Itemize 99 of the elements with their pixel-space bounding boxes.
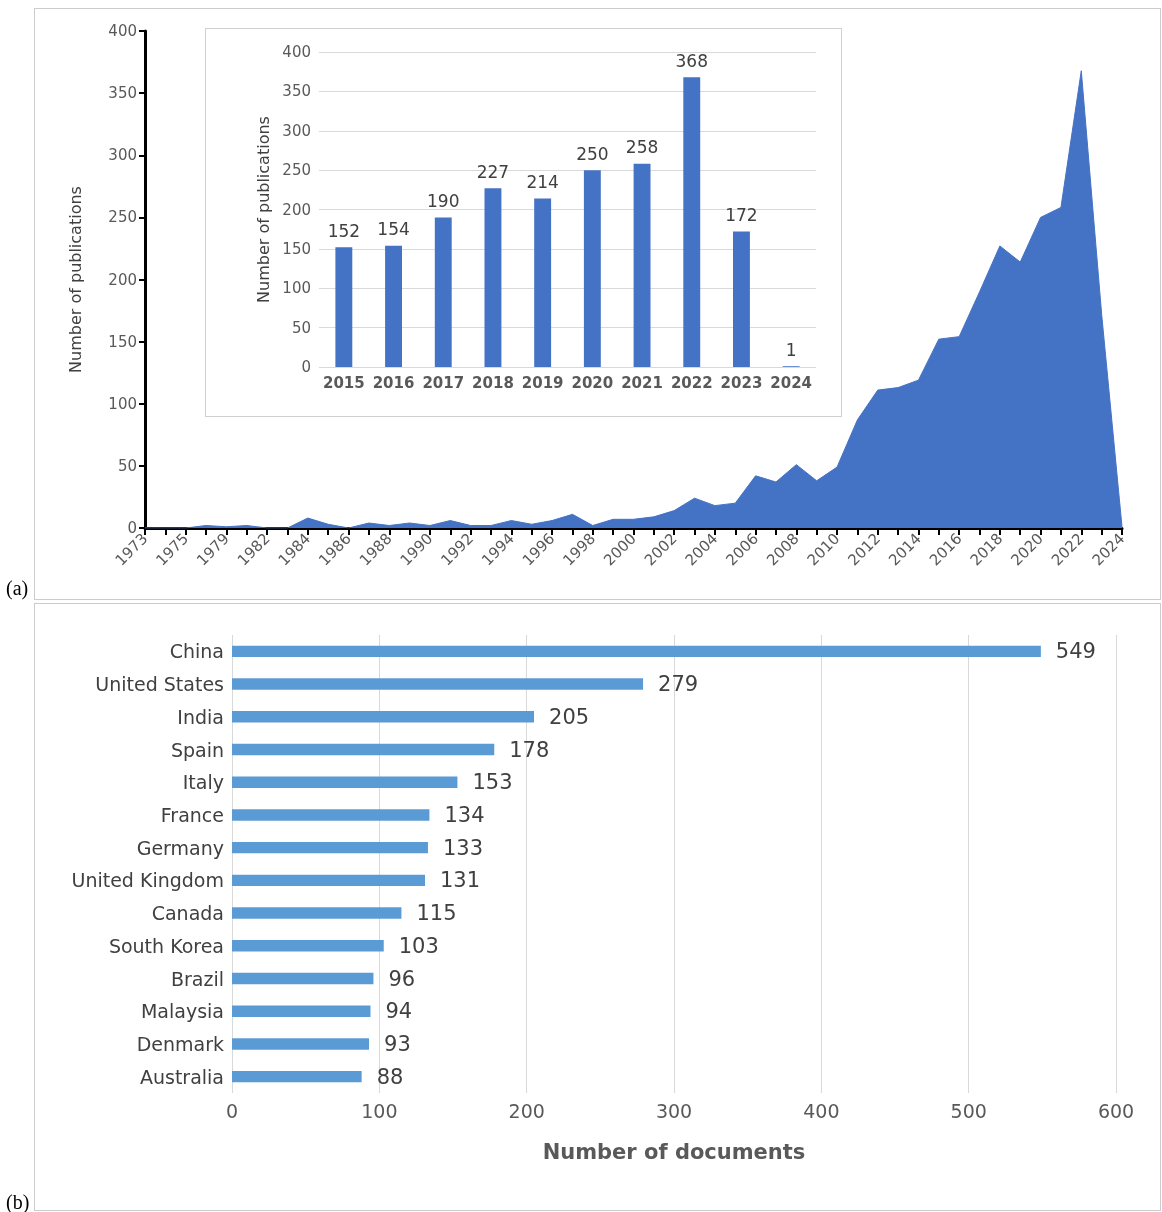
- data-label: 250: [576, 143, 609, 164]
- y-tick-label: 50: [291, 318, 311, 337]
- x-tick-label: 2020: [571, 373, 614, 392]
- bar: [335, 247, 353, 367]
- y-tick-label: 50: [117, 456, 137, 475]
- data-label: 549: [1055, 639, 1096, 664]
- y-tick-label: United States: [95, 673, 224, 696]
- y-tick-label: Italy: [182, 771, 224, 794]
- bar: [385, 245, 402, 367]
- y-tick-label: Denmark: [136, 1032, 224, 1055]
- data-label: 190: [427, 190, 460, 211]
- x-tick-label: 400: [803, 1099, 840, 1122]
- y-tick-label: France: [160, 803, 224, 826]
- y-tick-label: 200: [108, 270, 137, 289]
- x-tick-label: 2016: [372, 373, 415, 392]
- data-label: 368: [675, 50, 708, 71]
- y-tick-label: 300: [108, 146, 137, 165]
- bar: [232, 1005, 371, 1017]
- y-tick-label: Canada: [151, 902, 224, 925]
- x-tick-label: 2024: [770, 373, 813, 392]
- data-label: 153: [472, 770, 513, 795]
- data-label: 94: [385, 999, 413, 1024]
- y-tick-label: Malaysia: [140, 1000, 224, 1023]
- bar: [484, 188, 502, 367]
- y-tick-label: Spain: [170, 738, 224, 761]
- bar: [232, 1070, 362, 1083]
- y-tick-label: China: [169, 640, 224, 663]
- data-label: 178: [509, 737, 550, 762]
- x-tick-label: 500: [950, 1099, 987, 1122]
- x-tick-label: 2017: [422, 373, 465, 392]
- y-tick-label: 200: [282, 200, 311, 219]
- y-tick-label: 400: [282, 43, 311, 61]
- data-label: 88: [376, 1064, 404, 1089]
- data-label: 205: [549, 704, 590, 729]
- y-tick-label: Brazil: [170, 967, 224, 990]
- x-tick-label: 2021: [621, 373, 663, 392]
- x-tick-label: 2022: [670, 373, 713, 392]
- data-label: 134: [444, 802, 485, 827]
- x-tick-label: 2018: [472, 373, 514, 392]
- bar: [434, 217, 452, 367]
- data-label: 258: [625, 137, 659, 158]
- data-label: 115: [416, 901, 457, 926]
- data-label: 152: [327, 220, 361, 241]
- bar: [534, 198, 552, 367]
- x-tick-label: 100: [361, 1099, 398, 1122]
- bar: [232, 972, 374, 985]
- y-tick-label: India: [177, 705, 224, 728]
- bar: [733, 231, 750, 367]
- x-tick-label: 600: [1097, 1099, 1135, 1122]
- y-tick-label: 100: [282, 279, 311, 298]
- bar: [232, 776, 458, 788]
- bar: [232, 645, 1041, 658]
- data-label: 279: [658, 672, 699, 697]
- bar: [232, 1038, 370, 1050]
- data-label: 1: [785, 339, 797, 360]
- data-label: 172: [725, 205, 758, 226]
- data-label: 154: [377, 219, 410, 240]
- bar: [232, 711, 535, 723]
- data-label: 133: [442, 835, 484, 860]
- y-axis-title: Number of publications: [65, 186, 85, 373]
- y-tick-label: 350: [282, 82, 311, 101]
- y-axis-title: Number of publications: [253, 116, 273, 303]
- data-label: 93: [384, 1031, 411, 1056]
- bar: [232, 809, 430, 821]
- y-tick-label: 300: [282, 121, 311, 140]
- data-label: 103: [398, 933, 439, 958]
- x-tick-label: 2019: [521, 373, 564, 392]
- y-tick-label: United Kingdom: [71, 869, 224, 892]
- bar: [232, 743, 495, 756]
- bar: [583, 170, 601, 367]
- bar: [232, 940, 384, 952]
- y-tick-label: 0: [301, 358, 311, 376]
- x-tick-label: 200: [508, 1099, 545, 1122]
- text: (a): [6, 577, 29, 600]
- bar: [683, 77, 701, 367]
- x-tick-label: 2015: [322, 373, 365, 392]
- y-tick-label: Australia: [139, 1065, 224, 1088]
- bar: [232, 907, 402, 919]
- x-axis-title: Number of documents: [542, 1139, 806, 1164]
- y-tick-label: 250: [282, 161, 311, 180]
- x-tick-label: 0: [225, 1099, 239, 1122]
- y-tick-label: 100: [108, 394, 137, 413]
- y-tick-label: 250: [108, 208, 137, 227]
- y-tick-label: Germany: [136, 836, 224, 859]
- bar: [232, 874, 426, 887]
- data-label: 96: [388, 966, 416, 991]
- bar: [633, 163, 651, 367]
- bar: [232, 678, 644, 690]
- x-tick-label: 2023: [720, 373, 763, 392]
- y-tick-label: South Korea: [108, 934, 224, 957]
- y-tick-label: 400: [108, 22, 137, 40]
- bar: [232, 841, 428, 854]
- y-tick-label: 150: [108, 332, 137, 351]
- x-tick-label: 300: [655, 1099, 693, 1122]
- data-label: 131: [440, 868, 481, 893]
- y-tick-label: 150: [282, 239, 311, 258]
- data-label: 227: [476, 161, 510, 182]
- y-tick-label: 350: [108, 84, 137, 103]
- data-label: 214: [526, 171, 559, 192]
